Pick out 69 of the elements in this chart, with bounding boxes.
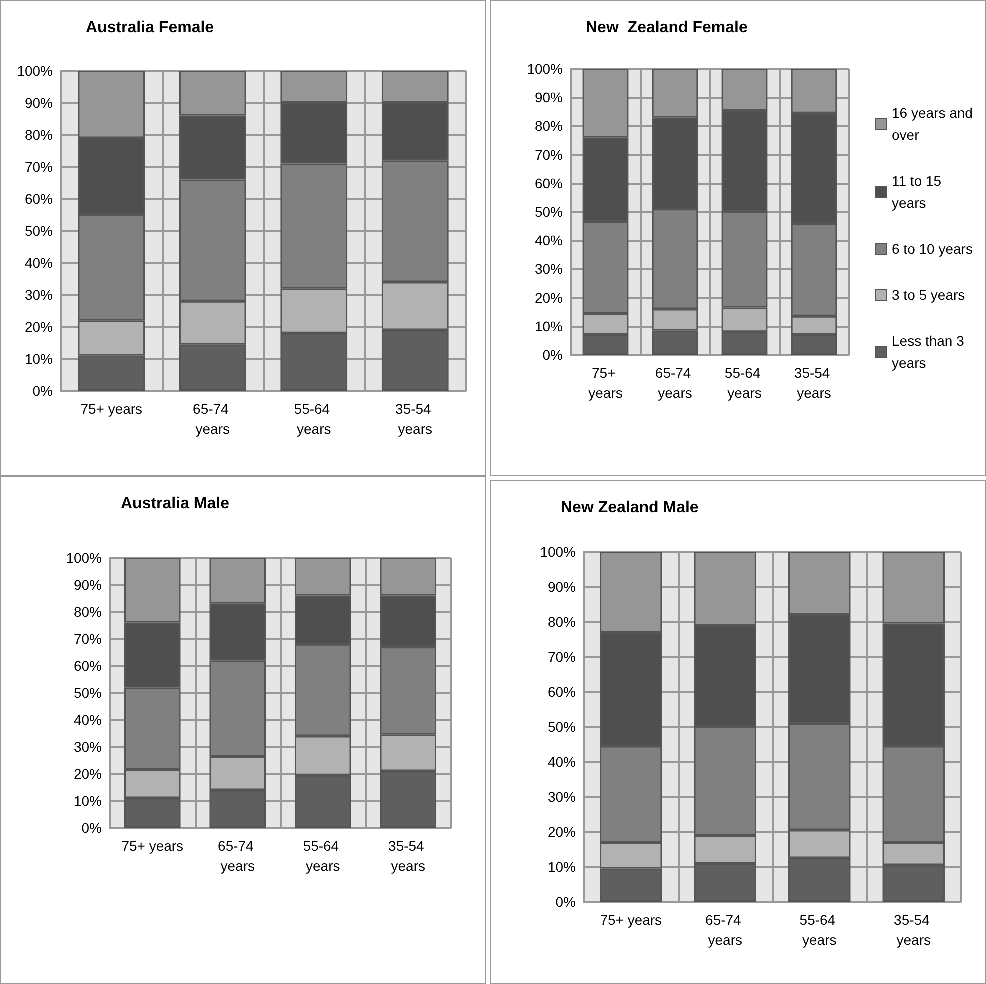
y-tick-label: 10% <box>74 793 102 809</box>
y-tick-label: 80% <box>74 604 102 620</box>
y-tick-label: 10% <box>24 351 53 367</box>
y-tick-label: 20% <box>548 824 576 840</box>
y-tick-label: 0% <box>32 383 53 399</box>
y-tick-label: 40% <box>24 255 53 271</box>
y-tick-label: 60% <box>548 684 576 700</box>
legend-label: 6 to 10 years <box>892 241 973 257</box>
y-tick-label: 100% <box>540 544 576 560</box>
x-tick-label: 55-64 years <box>303 838 343 874</box>
x-tick-label: 55-64 years <box>724 365 765 401</box>
y-tick-label: 40% <box>548 754 576 770</box>
y-tick-label: 0% <box>556 894 576 910</box>
y-tick-label: 90% <box>24 95 53 111</box>
legend-label: 11 to 15 years <box>892 173 946 211</box>
y-tick-label: 40% <box>534 232 563 249</box>
y-tick-label: 10% <box>548 859 576 875</box>
y-tick-label: 70% <box>548 649 576 665</box>
x-tick-label: 75+ years <box>122 838 184 854</box>
x-tick-label: 35-54 years <box>894 912 934 948</box>
y-tick-label: 90% <box>548 579 576 595</box>
x-tick-label: 55-64 years <box>800 912 840 948</box>
y-tick-label: 60% <box>24 191 53 207</box>
y-tick-label: 70% <box>24 159 53 175</box>
chart-title: Australia Male <box>121 496 230 512</box>
y-tick-label: 0% <box>82 820 102 836</box>
y-tick-label: 80% <box>548 614 576 630</box>
y-tick-label: 20% <box>24 319 53 335</box>
y-tick-label: 70% <box>534 146 563 163</box>
legend-label: Less than 3 years <box>892 333 968 371</box>
y-tick-label: 60% <box>534 175 563 192</box>
x-tick-label: 35-54 years <box>396 401 436 437</box>
x-tick-label: 65-74 years <box>193 401 233 437</box>
x-tick-label: 65-74 years <box>706 912 746 948</box>
x-tick-label: 65-74 years <box>218 838 258 874</box>
y-tick-label: 30% <box>534 261 563 278</box>
legend-label: 16 years and over <box>892 105 977 143</box>
y-tick-label: 50% <box>548 719 576 735</box>
y-tick-label: 80% <box>534 118 563 134</box>
y-tick-label: 30% <box>548 789 576 805</box>
chart-title: New Zealand Male <box>561 500 699 516</box>
y-tick-label: 100% <box>17 63 53 79</box>
y-tick-label: 100% <box>66 550 102 566</box>
y-tick-label: 20% <box>534 290 563 306</box>
chart-title: Australia Female <box>86 20 214 36</box>
x-tick-label: 75+ years <box>588 365 623 401</box>
x-tick-label: 35-54 years <box>388 838 428 874</box>
x-tick-label: 35-54 years <box>794 365 834 401</box>
y-tick-label: 60% <box>74 658 102 674</box>
y-tick-label: 100% <box>527 61 563 77</box>
y-tick-label: 50% <box>534 204 563 220</box>
y-tick-label: 0% <box>542 347 563 363</box>
y-tick-label: 70% <box>74 631 102 647</box>
y-tick-label: 50% <box>74 685 102 701</box>
x-tick-label: 55-64 years <box>294 401 334 437</box>
x-tick-label: 65-74 years <box>655 365 696 401</box>
legend-label: 3 to 5 years <box>892 287 966 303</box>
y-tick-label: 80% <box>24 127 53 143</box>
y-tick-label: 40% <box>74 712 102 728</box>
y-tick-label: 30% <box>74 739 102 755</box>
y-tick-label: 90% <box>74 577 102 593</box>
x-tick-label: 75+ years <box>80 401 143 417</box>
x-tick-label: 75+ years <box>600 912 662 928</box>
y-tick-label: 30% <box>24 287 53 303</box>
y-tick-label: 20% <box>74 766 102 782</box>
y-tick-label: 10% <box>534 318 563 334</box>
chart-title: New Zealand Female <box>586 20 748 36</box>
y-tick-label: 50% <box>24 223 53 239</box>
y-tick-label: 90% <box>534 90 563 106</box>
